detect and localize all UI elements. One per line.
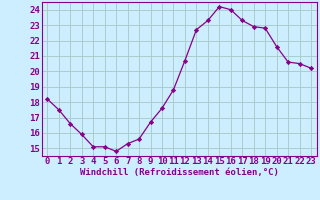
X-axis label: Windchill (Refroidissement éolien,°C): Windchill (Refroidissement éolien,°C) [80, 168, 279, 177]
